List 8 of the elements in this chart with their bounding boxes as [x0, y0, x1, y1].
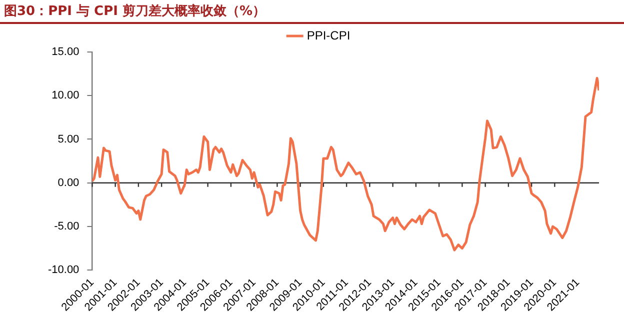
y-tick-label: -5.00 [54, 220, 80, 233]
chart-title: 图30：PPI 与 CPI 剪刀差大概率收敛（%） [0, 0, 624, 24]
y-tick-label: -10.00 [48, 264, 80, 276]
y-tick-label: 0.00 [58, 176, 80, 189]
legend-label: PPI-CPI [306, 28, 350, 42]
y-tick-label: 5.00 [58, 133, 80, 146]
y-tick-label: 10.00 [52, 90, 80, 102]
y-tick-label: 15.00 [52, 46, 80, 58]
